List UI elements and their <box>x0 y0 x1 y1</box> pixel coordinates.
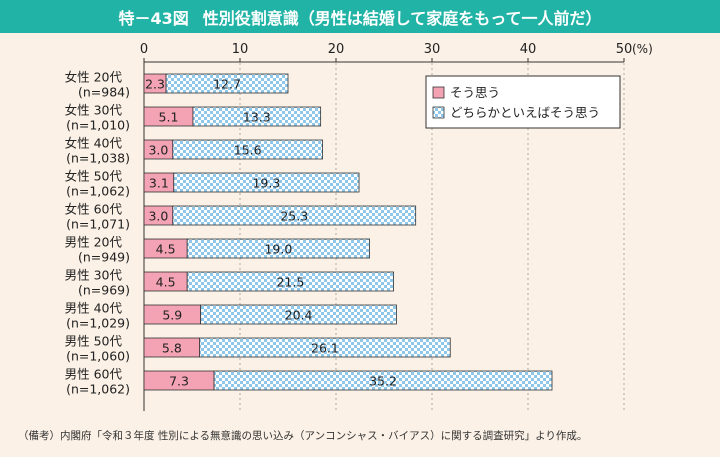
bar-somewhat-agree <box>165 73 289 94</box>
bar-somewhat-agree <box>213 370 553 391</box>
data-label-agree: 4.5 <box>156 242 176 257</box>
figure-title: 性別役割意識（男性は結婚して家庭をもって一人前だ） <box>202 8 602 28</box>
legend-swatch-agree <box>432 86 445 99</box>
category-label: 男性 30代 <box>65 268 123 283</box>
data-label-agree: 5.8 <box>162 341 182 356</box>
axis-unit-label: (%) <box>632 42 653 56</box>
data-label-somewhat-agree: 13.3 <box>243 110 271 125</box>
category-n-label: (n=1,062) <box>66 184 130 199</box>
data-label-agree: 3.0 <box>148 209 168 224</box>
category-n-label: (n=1,038) <box>66 151 130 166</box>
category-n-label: (n=984) <box>78 85 130 100</box>
x-tick-label: 40 <box>520 42 537 57</box>
category-n-label: (n=1,060) <box>66 349 130 364</box>
category-label: 女性 60代 <box>65 202 123 217</box>
category-label: 女性 40代 <box>65 136 123 151</box>
data-label-somewhat-agree: 25.3 <box>280 209 308 224</box>
category-label: 女性 50代 <box>65 169 123 184</box>
x-tick-label: 10 <box>232 42 249 57</box>
category-n-label: (n=1,071) <box>66 217 130 232</box>
data-label-somewhat-agree: 35.2 <box>369 374 397 389</box>
bar-somewhat-agree <box>200 304 397 325</box>
x-tick-label: 20 <box>328 42 345 57</box>
category-n-label: (n=1,029) <box>66 316 130 331</box>
data-label-somewhat-agree: 19.3 <box>252 176 280 191</box>
bar-somewhat-agree <box>192 106 322 127</box>
data-label-agree: 7.3 <box>169 374 189 389</box>
data-label-somewhat-agree: 19.0 <box>264 242 292 257</box>
x-tick-label: 0 <box>140 42 148 57</box>
category-label: 女性 20代 <box>65 70 123 85</box>
x-tick-label: 30 <box>424 42 441 57</box>
figure-title-bar: 特－43図 性別役割意識（男性は結婚して家庭をもって一人前だ） <box>0 0 720 33</box>
bar-somewhat-agree <box>172 139 323 160</box>
data-label-somewhat-agree: 15.6 <box>234 143 262 158</box>
data-label-somewhat-agree: 26.1 <box>311 341 339 356</box>
category-label: 男性 50代 <box>65 334 123 349</box>
category-n-label: (n=1,010) <box>66 118 130 133</box>
data-label-somewhat-agree: 21.5 <box>276 275 304 290</box>
source-note: （備考）内閣府「令和３年度 性別による無意識の思い込み（アンコンシャス・バイアス… <box>18 430 588 442</box>
data-label-agree: 3.1 <box>149 176 169 191</box>
x-tick-label: 50 <box>616 42 633 57</box>
figure-number: 特－43図 <box>118 8 189 28</box>
legend-label-agree: そう思う <box>450 85 500 100</box>
bar-somewhat-agree <box>186 271 394 292</box>
legend-box <box>425 75 621 129</box>
bar-somewhat-agree <box>173 172 360 193</box>
category-label: 男性 60代 <box>65 367 123 382</box>
data-label-agree: 5.9 <box>162 308 182 323</box>
category-label: 男性 40代 <box>65 301 123 316</box>
legend-label-somewhat-agree: どちらかといえばそう思う <box>450 105 600 120</box>
data-label-agree: 4.5 <box>156 275 176 290</box>
bar-somewhat-agree <box>199 337 451 358</box>
data-label-agree: 2.3 <box>145 77 165 92</box>
data-label-somewhat-agree: 12.7 <box>213 77 241 92</box>
category-n-label: (n=949) <box>78 250 130 265</box>
category-n-label: (n=1,062) <box>66 382 130 397</box>
legend-swatch-somewhat-agree <box>432 106 445 119</box>
data-label-agree: 5.1 <box>159 110 179 125</box>
bar-somewhat-agree <box>186 238 370 259</box>
category-label: 女性 30代 <box>65 103 123 118</box>
bar-somewhat-agree <box>172 205 417 226</box>
category-label: 男性 20代 <box>65 235 123 250</box>
category-n-label: (n=969) <box>78 283 130 298</box>
data-label-agree: 3.0 <box>148 143 168 158</box>
data-label-somewhat-agree: 20.4 <box>285 308 313 323</box>
